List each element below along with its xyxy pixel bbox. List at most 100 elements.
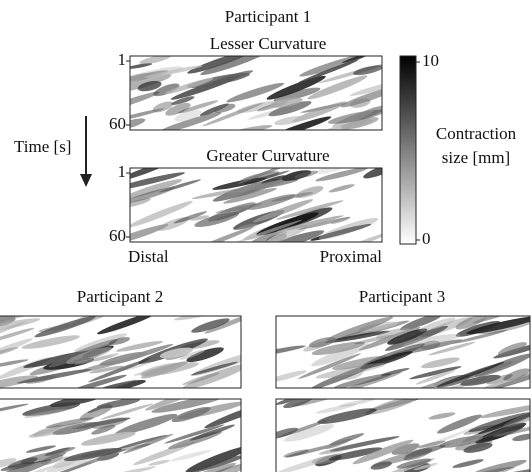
streak: [117, 434, 168, 449]
heatmap-frame: [129, 167, 383, 243]
streak: [466, 316, 530, 335]
streak: [274, 115, 305, 126]
streak: [428, 341, 476, 356]
streak: [223, 187, 277, 204]
streak: [328, 447, 383, 461]
streak: [428, 412, 456, 420]
streak: [168, 431, 222, 450]
streak: [404, 442, 452, 457]
colorbar-tick-label: 0: [422, 229, 431, 248]
heatmap: [0, 316, 241, 388]
streak: [27, 456, 69, 470]
streak: [130, 63, 153, 69]
heatmap-frame: [129, 55, 383, 131]
streak: [271, 116, 332, 130]
panel-title: Greater Curvature: [206, 146, 329, 165]
streak: [273, 87, 321, 102]
streak: [44, 447, 76, 457]
streak: [174, 110, 202, 122]
y-axis-label: Time [s]: [14, 137, 71, 156]
streak: [108, 337, 130, 346]
streak: [156, 112, 222, 130]
streak: [153, 83, 180, 97]
streak: [236, 223, 259, 231]
streak: [130, 66, 183, 85]
streak: [0, 318, 41, 333]
streak: [384, 325, 448, 351]
streak: [0, 327, 35, 343]
y-tick-label: 1: [118, 162, 127, 181]
streak: [187, 455, 241, 472]
streak: [130, 73, 152, 84]
streak: [477, 319, 530, 335]
streak: [130, 70, 169, 83]
streak: [460, 374, 501, 386]
streak: [88, 358, 150, 383]
streak: [277, 215, 344, 232]
heatmap-frame: [0, 398, 242, 472]
colorbar-tick-label: 10: [422, 51, 439, 70]
streak: [97, 379, 146, 388]
streak: [0, 459, 52, 472]
streak: [130, 168, 170, 181]
streak: [139, 56, 172, 65]
streak: [400, 316, 443, 331]
streak: [34, 316, 96, 338]
streak: [178, 401, 241, 419]
streak: [470, 459, 527, 472]
streak: [295, 186, 324, 198]
streak: [482, 371, 530, 388]
streak: [0, 458, 17, 470]
streak: [89, 365, 124, 374]
colorbar-label: Contraction: [436, 124, 517, 143]
heatmap: [0, 399, 241, 472]
streak: [130, 198, 151, 208]
streak: [173, 211, 208, 224]
streak: [91, 424, 116, 435]
streak: [23, 408, 69, 418]
streak: [247, 194, 296, 210]
streak: [333, 373, 392, 388]
streak: [317, 119, 374, 130]
streak: [100, 403, 154, 420]
streak: [144, 65, 203, 78]
streak: [81, 431, 136, 446]
streak: [269, 97, 303, 108]
streak: [284, 424, 335, 442]
streak: [133, 441, 196, 466]
streak: [276, 452, 344, 472]
heatmap-frame: [0, 315, 242, 389]
streak: [294, 170, 319, 179]
streak: [0, 338, 34, 358]
streak: [27, 461, 94, 472]
streak: [186, 226, 255, 242]
participant-title: Participant 1: [225, 7, 311, 26]
streak: [387, 328, 428, 345]
streak: [130, 179, 183, 200]
streak: [130, 186, 176, 204]
streak: [122, 433, 174, 454]
streak: [151, 399, 225, 413]
streak: [403, 448, 433, 461]
streak: [419, 317, 456, 332]
streak: [308, 337, 337, 348]
streak: [277, 419, 329, 438]
streak: [181, 363, 241, 388]
streak: [503, 406, 530, 428]
streak: [199, 103, 229, 116]
streak: [186, 72, 250, 88]
streak: [247, 178, 299, 190]
streak: [182, 462, 236, 472]
streak: [475, 422, 527, 444]
streak: [451, 330, 508, 344]
streak: [114, 413, 178, 436]
streak: [97, 316, 157, 335]
streak: [276, 427, 299, 440]
streak: [463, 442, 493, 453]
streak: [266, 75, 326, 100]
streak: [17, 369, 92, 384]
streak: [311, 341, 365, 356]
streak: [0, 403, 29, 415]
streak: [115, 340, 164, 352]
y-tick-label: 60: [109, 226, 126, 245]
